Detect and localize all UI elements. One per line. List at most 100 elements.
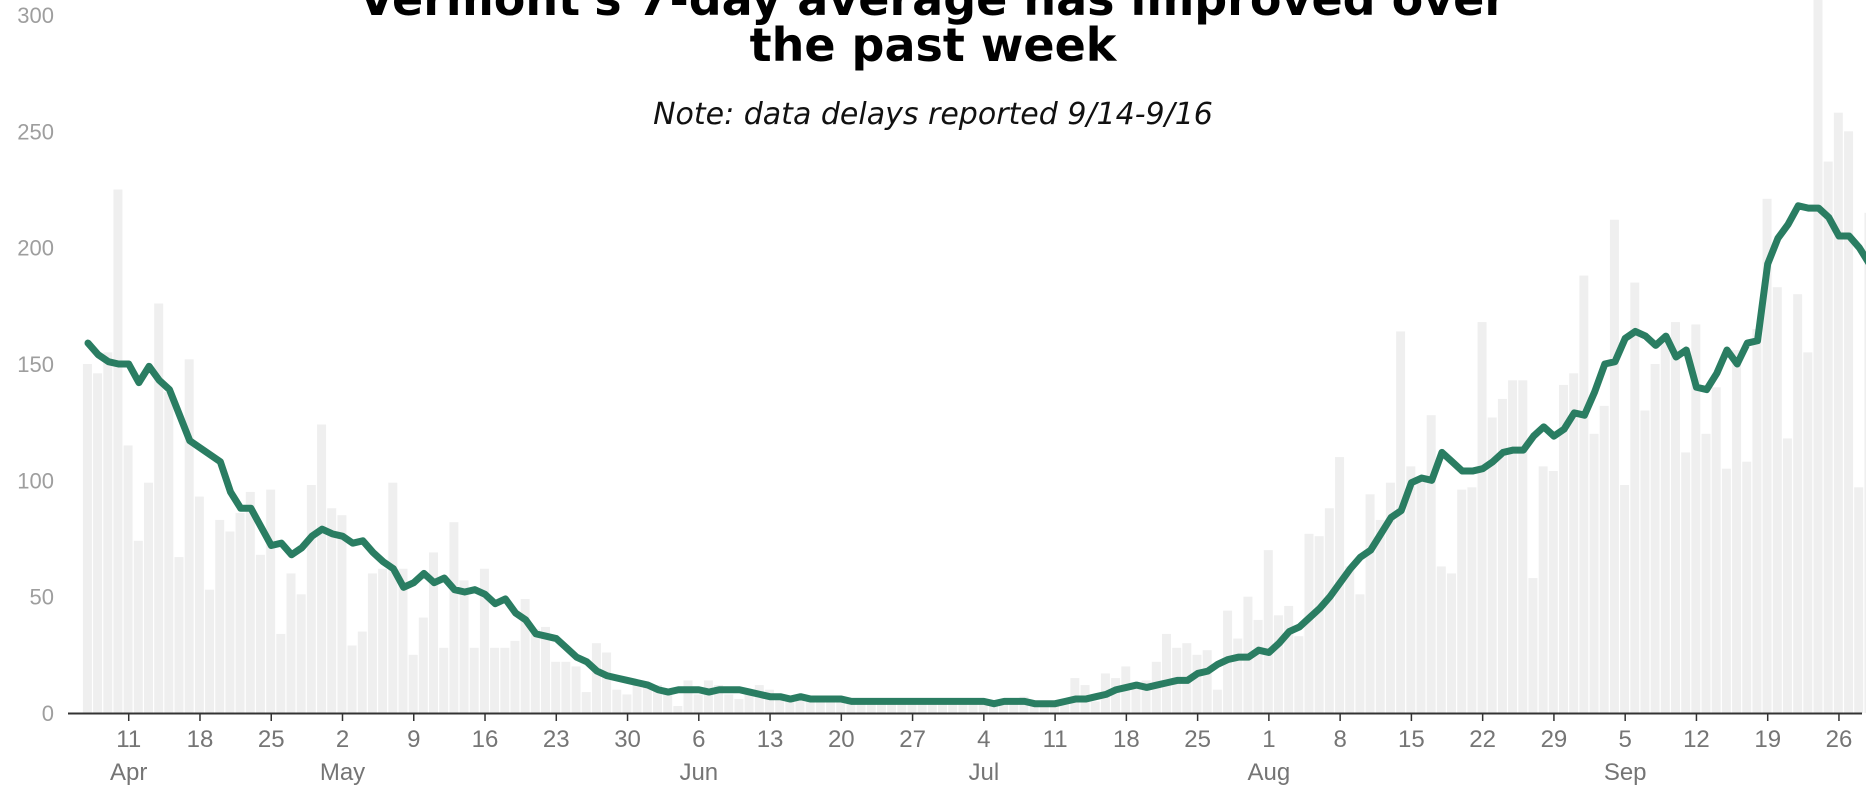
daily-bar [1782, 438, 1792, 713]
daily-bar [1416, 478, 1426, 713]
daily-bar [1803, 352, 1813, 713]
daily-bar [1039, 703, 1049, 713]
x-tick-label: 13 [757, 726, 784, 753]
daily-bar [255, 554, 265, 713]
daily-bar [1009, 699, 1019, 713]
daily-bar [215, 519, 225, 713]
x-tick-label: 18 [1113, 726, 1140, 753]
daily-bar [1630, 282, 1640, 713]
daily-bar [520, 598, 530, 713]
daily-bar [551, 661, 561, 713]
daily-bar [1823, 161, 1833, 713]
daily-bar [1640, 410, 1650, 713]
daily-bars [82, 0, 1866, 714]
daily-bar [958, 701, 968, 713]
x-tick-label: 9 [407, 726, 420, 753]
daily-bar [1548, 471, 1558, 713]
daily-bar [1467, 487, 1477, 713]
daily-bar [276, 633, 286, 713]
x-tick-label: 11 [1043, 726, 1068, 753]
x-month-label: Jun [679, 759, 718, 786]
daily-bar [642, 687, 652, 713]
daily-bar [1813, 0, 1823, 713]
daily-bar [693, 694, 703, 713]
daily-bar [337, 515, 347, 713]
daily-bar [897, 701, 907, 713]
daily-bar [510, 640, 520, 713]
x-month-label: May [320, 759, 365, 786]
daily-bar [347, 645, 357, 713]
x-tick-label: 25 [258, 726, 285, 753]
daily-bar [1457, 489, 1467, 713]
daily-bar [143, 482, 153, 713]
daily-bar [917, 703, 927, 713]
daily-bar [1202, 650, 1212, 713]
daily-bar [327, 508, 337, 713]
daily-bar [113, 189, 123, 713]
daily-bar [1029, 701, 1039, 713]
daily-bar [1732, 350, 1742, 713]
y-tick-label: 200 [17, 236, 54, 261]
daily-bar [398, 568, 408, 713]
daily-bar [306, 484, 316, 713]
daily-bar [1050, 706, 1059, 713]
daily-bar [1660, 340, 1670, 713]
chart-title-line-2: the past week [749, 18, 1117, 72]
daily-bar [1487, 417, 1497, 713]
daily-bar [1396, 331, 1406, 713]
daily-bar [1762, 198, 1772, 713]
daily-bar [1528, 578, 1538, 713]
daily-bar [1620, 484, 1630, 713]
x-month-label: Sep [1604, 759, 1647, 786]
y-tick-label: 100 [17, 468, 54, 493]
daily-bar [479, 568, 489, 713]
daily-bar [887, 703, 897, 713]
x-tick-label: 18 [187, 726, 214, 753]
daily-bar [205, 589, 215, 713]
daily-bar [826, 699, 836, 713]
x-month-label: Apr [110, 759, 147, 786]
y-tick-label: 150 [17, 352, 54, 377]
daily-bar [1060, 699, 1070, 713]
daily-bar [164, 391, 174, 713]
daily-bar [663, 689, 673, 713]
daily-bar [815, 699, 825, 713]
daily-bar [418, 617, 428, 713]
daily-bar [1284, 605, 1294, 713]
daily-bar [754, 685, 764, 713]
daily-bar [612, 689, 622, 713]
x-tick-label: 1 [1262, 726, 1275, 753]
daily-bar [683, 680, 693, 713]
daily-bar [500, 647, 510, 713]
daily-bar [1670, 322, 1680, 713]
daily-bar [1324, 508, 1334, 713]
daily-bar [408, 654, 418, 713]
daily-bar [714, 685, 724, 713]
daily-bar [948, 703, 958, 713]
daily-bar [703, 680, 713, 713]
daily-bar [836, 699, 846, 713]
daily-bar [1253, 619, 1263, 713]
daily-bar [1090, 701, 1100, 713]
daily-bar [602, 652, 612, 713]
daily-bar [907, 701, 917, 713]
daily-bar [235, 512, 245, 713]
daily-bar [225, 531, 235, 713]
x-tick-label: 5 [1619, 726, 1632, 753]
daily-bar [673, 706, 683, 713]
daily-bar [846, 701, 856, 713]
daily-bar [123, 445, 133, 713]
daily-bar [1304, 533, 1314, 713]
seven-day-average-line [84, 202, 1866, 708]
daily-bar [378, 568, 388, 713]
daily-bar [530, 629, 540, 713]
x-tick-label: 6 [692, 726, 705, 753]
x-tick-label: 22 [1469, 726, 1496, 753]
x-tick-label: 30 [614, 726, 641, 753]
daily-bar [795, 694, 805, 713]
daily-bar [82, 364, 92, 713]
x-tick-label: 23 [543, 726, 570, 753]
daily-bar [1742, 461, 1752, 713]
x-tick-label: 15 [1398, 726, 1425, 753]
x-tick-label: 12 [1683, 726, 1710, 753]
